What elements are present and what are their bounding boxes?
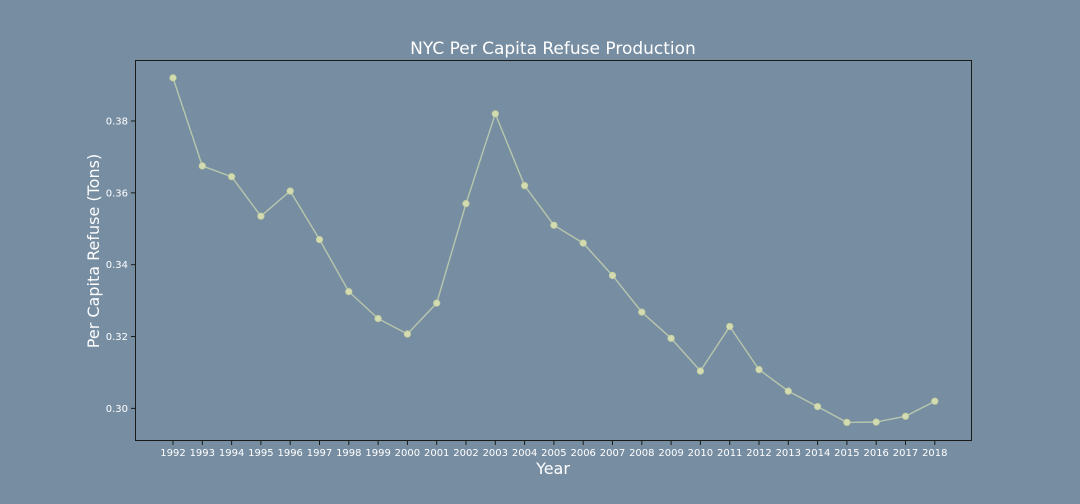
data-point [228,173,236,181]
x-tick-label: 2003 [483,448,508,459]
plot-area-frame [135,60,972,441]
x-tick-label: 2015 [834,448,859,459]
x-axis-label: Year [535,459,570,478]
y-tick-label: 0.38 [106,116,128,127]
x-tick-label: 2009 [658,448,683,459]
data-point [872,418,880,426]
y-axis-label: Per Capita Refuse (Tons) [84,154,103,348]
data-point [755,365,763,374]
x-tick-label: 1997 [307,448,332,459]
x-tick-label: 2007 [600,448,625,459]
y-tick-label: 0.32 [106,332,128,343]
x-tick-label: 1995 [248,448,273,459]
data-point [286,187,294,195]
x-tick-label: 1994 [219,448,244,459]
data-point [520,182,529,190]
data-point [550,221,558,229]
y-tick-label: 0.36 [106,188,128,199]
x-tick-label: 2004 [512,448,537,459]
data-point [696,367,705,375]
x-tick-label: 2000 [395,448,420,459]
data-point [843,418,851,426]
x-tick-label: 2011 [717,448,742,459]
data-point [257,212,265,220]
x-tick-label: 2013 [776,448,801,459]
series-line [172,77,936,424]
y-axis: 0.30 0.32 0.34 0.36 0.38 [106,116,136,415]
series-layer [169,74,939,426]
x-tick-label: 1996 [277,448,302,459]
y-tick-label: 0.34 [106,260,128,271]
data-point [198,162,206,170]
data-point [433,299,441,307]
x-tick-label: 2016 [863,448,888,459]
data-point [579,239,587,247]
data-point [169,74,177,82]
x-tick-label: 2014 [805,448,830,459]
x-tick-label: 2010 [688,448,713,459]
data-point [726,322,734,331]
x-tick-label: 2008 [629,448,654,459]
data-point [345,288,353,296]
x-tick-label: 2018 [922,448,947,459]
x-tick-label: 2001 [424,448,449,459]
x-tick-label: 2017 [893,448,918,459]
data-point [491,110,499,118]
data-point [784,387,792,395]
data-point [403,330,411,338]
chart-title: NYC Per Capita Refuse Production [410,39,696,59]
x-tick-label: 1992 [160,448,185,459]
x-tick-label: 1999 [365,448,390,459]
x-axis: 1992 1993 1994 1995 1996 1997 1998 1999 2000 2001… [160,440,948,459]
data-point [462,200,470,208]
data-point [667,334,675,342]
x-tick-label: 2005 [541,448,566,459]
data-point [813,402,822,411]
data-point [608,271,617,280]
data-point [638,308,646,316]
x-tick-label: 2006 [570,448,595,459]
data-point [374,314,382,323]
x-tick-label: 2002 [453,448,478,459]
data-point [931,397,939,405]
y-tick-label: 0.30 [106,404,128,415]
data-point [315,235,324,244]
x-tick-label: 2012 [746,448,771,459]
x-tick-label: 1998 [336,448,361,459]
x-tick-label: 1993 [190,448,215,459]
data-point [901,412,910,420]
